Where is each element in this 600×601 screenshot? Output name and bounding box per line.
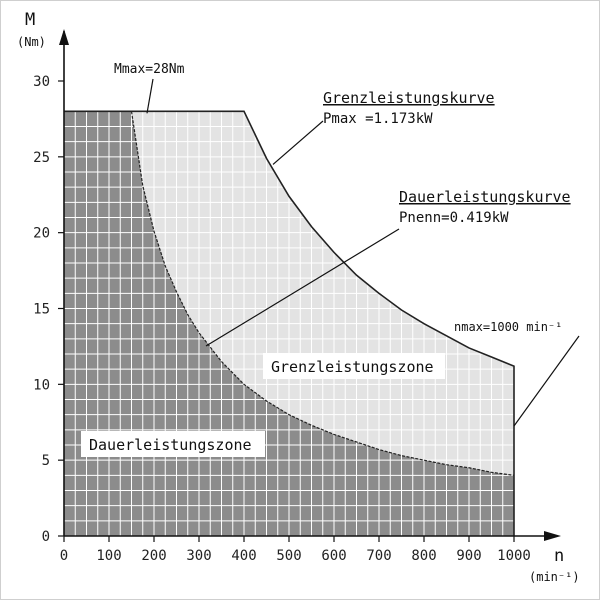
x-tick-label: 700 [366,548,391,564]
y-axis-label: M [25,10,35,30]
grenz-leader [272,120,324,165]
mmax-leader [146,78,154,114]
annotation-dauer-value: Pnenn=0.419kW [399,210,509,226]
x-tick-label: 400 [231,548,256,564]
x-axis-label: n [554,546,564,566]
x-tick-label: 800 [411,548,436,564]
series-line-dauerleistungskurve [64,110,515,476]
y-tick-label: 10 [33,377,50,393]
x-tick-label: 0 [60,548,68,564]
y-tick-label: 30 [33,74,50,90]
y-tick-label: 20 [33,226,50,242]
x-tick-label: 300 [186,548,211,564]
x-axis-arrow [544,531,561,541]
dauer-zone-label: Dauerleistungszone [89,436,252,454]
x-tick-label: 200 [141,548,166,564]
grenz-zone-label-box [263,353,445,379]
y-axis-unit: (Nm) [17,35,46,49]
y-tick-label: 0 [42,529,50,545]
x-tick-label: 500 [276,548,301,564]
y-tick-label: 25 [33,150,50,166]
x-tick-label: 600 [321,548,346,564]
x-axis-unit: (min⁻¹) [529,570,580,584]
grenz-zone-label: Grenzleistungszone [271,358,434,376]
x-tick-label: 1000 [497,548,531,564]
annotation-grenz-value: Pmax =1.173kW [323,111,433,127]
x-tick-label: 100 [96,548,121,564]
series-line-grenzleistungskurve [64,110,515,536]
annotation-nmax: nmax=1000 min⁻¹ [454,320,562,334]
annotation-grenz-title: Grenzleistungskurve [323,89,495,107]
y-tick-label: 15 [33,302,50,318]
grid [64,111,514,536]
dauer-leader [205,228,400,347]
y-axis-arrow [59,29,69,45]
dauer-zone-label-box [81,431,265,457]
annotation-dauer-title: Dauerleistungskurve [399,188,571,206]
y-tick-label: 5 [42,453,50,469]
x-tick-label: 900 [456,548,481,564]
nmax-leader [513,335,580,427]
annotation-mmax: Mmax=28Nm [114,62,185,77]
